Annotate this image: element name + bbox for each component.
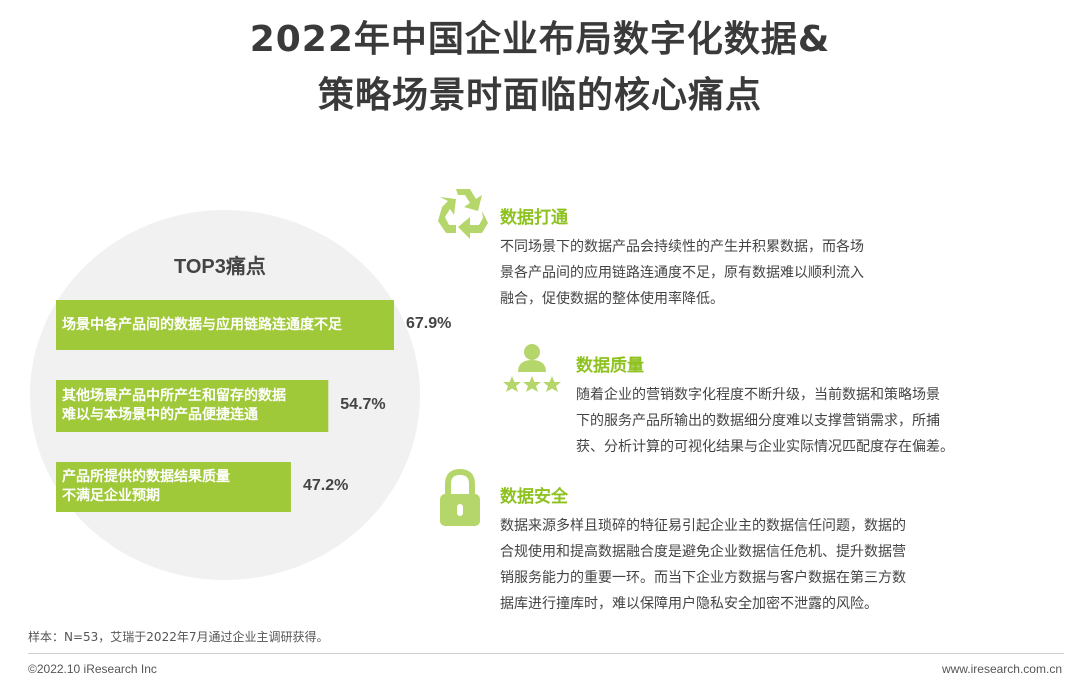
category-line: 其他场景产品中所产生和留存的数据: [62, 388, 286, 404]
bar-category-label: 其他场景产品中所产生和留存的数据 难以与本场景中的产品便捷连通: [62, 387, 286, 425]
sample-note: 样本：N=53，艾瑞于2022年7月通过企业主调研获得。: [28, 630, 329, 644]
desc-line: 不同场景下的数据产品会持续性的产生并积累数据，而各场: [500, 239, 864, 255]
bar-value-label: 47.2%: [302, 477, 349, 494]
category-line: 产品所提供的数据结果质量: [62, 469, 230, 485]
recycle-arrows-icon: [438, 189, 488, 239]
item-description: 不同场景下的数据产品会持续性的产生并积累数据，而各场 景各产品间的应用链路连通度…: [500, 234, 864, 312]
item-description: 随着企业的营销数字化程度不断升级，当前数据和策略场景 下的服务产品所输出的数据细…: [576, 382, 954, 460]
desc-line: 随着企业的营销数字化程度不断升级，当前数据和策略场景: [576, 387, 940, 403]
footer-divider: [28, 653, 1064, 654]
bar-value-label: 67.9%: [406, 315, 452, 332]
item-title: 数据质量: [576, 356, 644, 376]
title-line-1: 2022年中国企业布局数字化数据&: [249, 19, 831, 60]
chart-title: TOP3痛点: [174, 256, 266, 278]
bar-category-label: 产品所提供的数据结果质量 不满足企业预期: [62, 468, 230, 506]
website-link[interactable]: www.iresearch.com.cn: [941, 662, 1062, 676]
bar-category-label: 场景中各产品间的数据与应用链路连通度不足: [62, 316, 342, 335]
desc-line: 销服务能力的重要一环。而当下企业方数据与客户数据在第三方数: [500, 570, 906, 586]
category-line: 难以与本场景中的产品便捷连通: [62, 407, 258, 423]
padlock-icon: [440, 468, 480, 526]
page-title: 2022年中国企业布局数字化数据& 策略场景时面临的核心痛点: [0, 12, 1080, 124]
desc-line: 融合，促使数据的整体使用率降低。: [500, 291, 724, 307]
desc-line: 景各产品间的应用链路连通度不足，原有数据难以顺利流入: [500, 265, 864, 281]
title-line-2: 策略场景时面临的核心痛点: [317, 75, 762, 116]
bar-chart: [56, 300, 394, 512]
user-stars-icon: [503, 344, 561, 392]
copyright: ©2022.10 iResearch Inc: [28, 662, 157, 676]
category-line: 场景中各产品间的数据与应用链路连通度不足: [62, 316, 342, 333]
bar: [56, 300, 394, 350]
desc-line: 获、分析计算的可视化结果与企业实际情况匹配度存在偏差。: [576, 439, 954, 455]
item-title: 数据安全: [500, 487, 568, 507]
item-description: 数据来源多样且琐碎的特征易引起企业主的数据信任问题，数据的 合规使用和提高数据融…: [500, 513, 906, 617]
bar: [56, 380, 329, 432]
desc-line: 下的服务产品所输出的数据细分度难以支撑营销需求，所捕: [576, 413, 940, 429]
desc-line: 合规使用和提高数据融合度是避免企业数据信任危机、提升数据营: [500, 544, 906, 560]
category-line: 不满足企业预期: [62, 488, 160, 504]
bar: [56, 462, 291, 512]
item-title: 数据打通: [500, 208, 568, 228]
bar-value-label: 54.7%: [340, 396, 386, 413]
desc-line: 据库进行撞库时，难以保障用户隐私安全加密不泄露的风险。: [500, 596, 878, 612]
desc-line: 数据来源多样且琐碎的特征易引起企业主的数据信任问题，数据的: [500, 518, 906, 534]
